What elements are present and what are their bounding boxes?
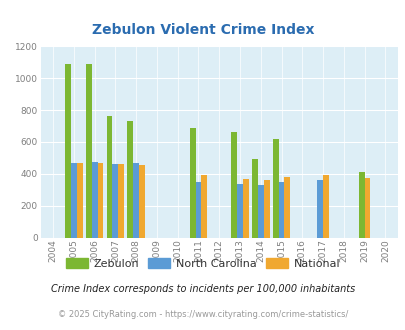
- Bar: [278, 182, 284, 238]
- Bar: [195, 182, 201, 238]
- Bar: [322, 175, 328, 238]
- Bar: [112, 164, 118, 238]
- Bar: [316, 180, 322, 238]
- Bar: [252, 159, 257, 238]
- Bar: [77, 163, 82, 238]
- Bar: [127, 121, 133, 238]
- Bar: [118, 164, 124, 238]
- Bar: [263, 180, 269, 238]
- Bar: [237, 184, 242, 238]
- Bar: [272, 139, 278, 238]
- Bar: [364, 178, 369, 238]
- Bar: [97, 163, 103, 238]
- Bar: [86, 64, 92, 238]
- Bar: [107, 116, 112, 238]
- Legend: Zebulon, North Carolina, National: Zebulon, North Carolina, National: [62, 255, 343, 272]
- Bar: [284, 177, 290, 238]
- Text: Crime Index corresponds to incidents per 100,000 inhabitants: Crime Index corresponds to incidents per…: [51, 284, 354, 294]
- Bar: [231, 132, 237, 238]
- Bar: [257, 185, 263, 238]
- Bar: [242, 179, 248, 238]
- Text: © 2025 CityRating.com - https://www.cityrating.com/crime-statistics/: © 2025 CityRating.com - https://www.city…: [58, 310, 347, 319]
- Bar: [358, 172, 364, 238]
- Bar: [201, 176, 207, 238]
- Bar: [65, 64, 71, 238]
- Bar: [133, 163, 139, 238]
- Bar: [92, 162, 97, 238]
- Bar: [71, 163, 77, 238]
- Bar: [189, 127, 195, 238]
- Bar: [139, 165, 145, 238]
- Text: Zebulon Violent Crime Index: Zebulon Violent Crime Index: [92, 23, 313, 37]
